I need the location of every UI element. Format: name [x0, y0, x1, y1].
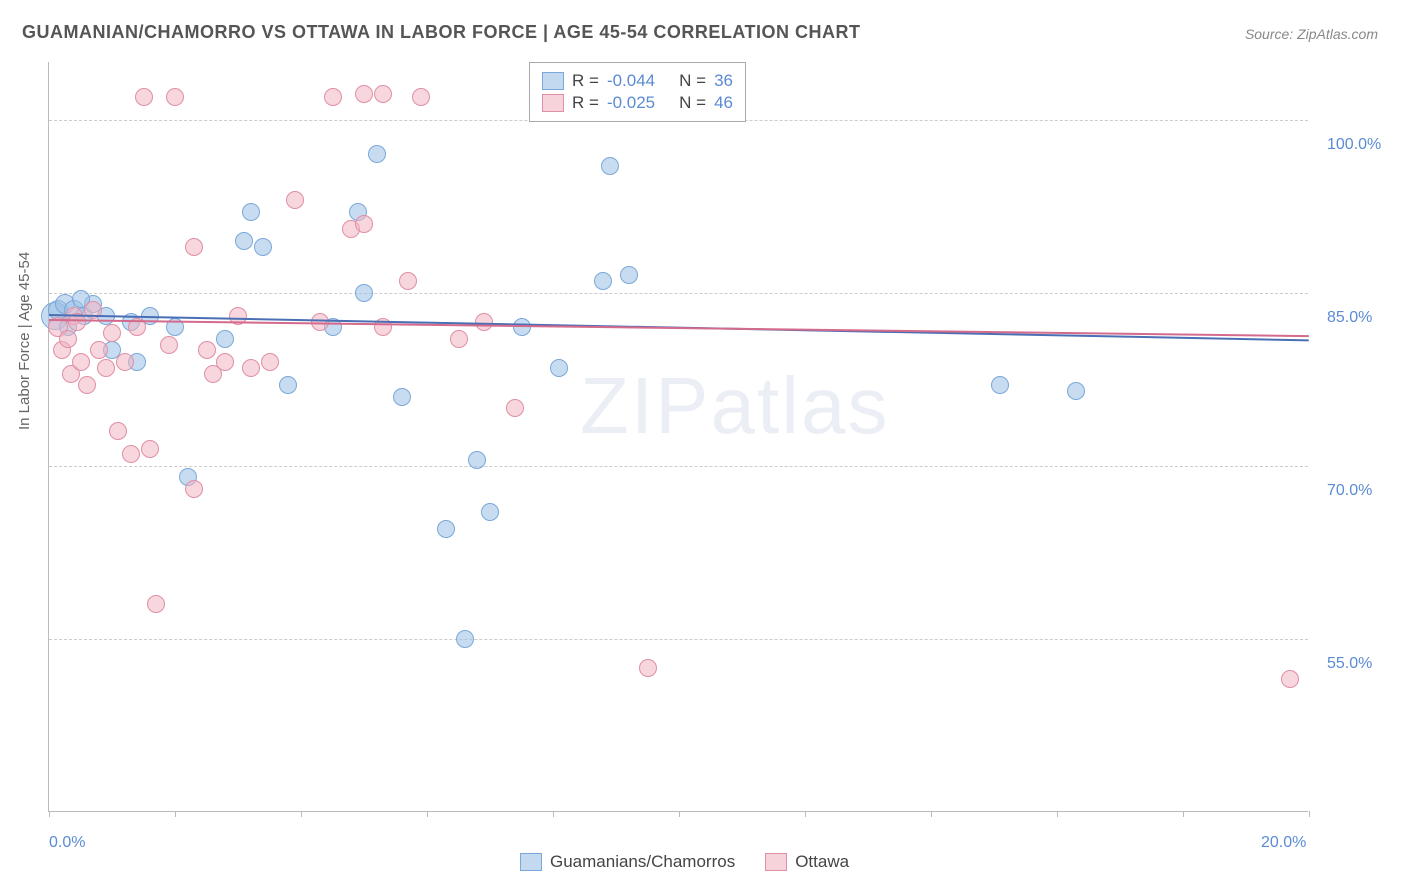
- scatter-point: [475, 313, 493, 331]
- xtick: [301, 811, 302, 817]
- n-label: N =: [679, 71, 706, 91]
- xtick: [427, 811, 428, 817]
- legend-swatch: [542, 72, 564, 90]
- legend-item: Guamanians/Chamorros: [520, 852, 735, 872]
- scatter-point: [991, 376, 1009, 394]
- scatter-point: [242, 359, 260, 377]
- scatter-point: [160, 336, 178, 354]
- r-label: R =: [572, 71, 599, 91]
- scatter-point: [601, 157, 619, 175]
- scatter-point: [324, 88, 342, 106]
- scatter-point: [399, 272, 417, 290]
- scatter-point: [141, 440, 159, 458]
- ytick-label: 85.0%: [1327, 309, 1372, 327]
- scatter-point: [198, 341, 216, 359]
- scatter-point: [97, 359, 115, 377]
- scatter-point: [147, 595, 165, 613]
- xtick-label: 0.0%: [49, 834, 85, 852]
- xtick: [175, 811, 176, 817]
- scatter-point: [456, 630, 474, 648]
- legend-bottom: Guamanians/Chamorros Ottawa: [520, 852, 849, 872]
- scatter-point: [90, 341, 108, 359]
- gridline: [49, 466, 1308, 467]
- legend-item: Ottawa: [765, 852, 849, 872]
- scatter-point: [450, 330, 468, 348]
- xtick: [1057, 811, 1058, 817]
- plot-area: 55.0%70.0%85.0%100.0%0.0%20.0%R =-0.044N…: [48, 62, 1308, 812]
- n-label: N =: [679, 93, 706, 113]
- ytick-label: 70.0%: [1327, 482, 1372, 500]
- legend-swatch: [542, 94, 564, 112]
- r-value: -0.025: [607, 93, 655, 113]
- scatter-point: [550, 359, 568, 377]
- xtick: [553, 811, 554, 817]
- scatter-point: [355, 284, 373, 302]
- scatter-point: [59, 330, 77, 348]
- legend-label: Guamanians/Chamorros: [550, 852, 735, 872]
- n-value: 36: [714, 71, 733, 91]
- scatter-point: [216, 330, 234, 348]
- scatter-point: [185, 238, 203, 256]
- scatter-point: [355, 215, 373, 233]
- legend-label: Ottawa: [795, 852, 849, 872]
- ytick-label: 100.0%: [1327, 136, 1381, 154]
- r-value: -0.044: [607, 71, 655, 91]
- scatter-point: [279, 376, 297, 394]
- scatter-point: [109, 422, 127, 440]
- scatter-point: [506, 399, 524, 417]
- xtick-label: 20.0%: [1261, 834, 1306, 852]
- xtick: [1309, 811, 1310, 817]
- scatter-point: [254, 238, 272, 256]
- gridline: [49, 293, 1308, 294]
- xtick: [931, 811, 932, 817]
- r-label: R =: [572, 93, 599, 113]
- xtick: [1183, 811, 1184, 817]
- scatter-point: [481, 503, 499, 521]
- n-value: 46: [714, 93, 733, 113]
- scatter-point: [135, 88, 153, 106]
- xtick: [679, 811, 680, 817]
- legend-swatch: [520, 853, 542, 871]
- scatter-point: [639, 659, 657, 677]
- gridline: [49, 639, 1308, 640]
- scatter-point: [412, 88, 430, 106]
- chart-title: GUAMANIAN/CHAMORRO VS OTTAWA IN LABOR FO…: [22, 22, 861, 43]
- scatter-point: [468, 451, 486, 469]
- xtick: [805, 811, 806, 817]
- scatter-point: [242, 203, 260, 221]
- scatter-point: [374, 85, 392, 103]
- scatter-point: [1281, 670, 1299, 688]
- ytick-label: 55.0%: [1327, 655, 1372, 673]
- xtick: [49, 811, 50, 817]
- scatter-point: [355, 85, 373, 103]
- scatter-point: [261, 353, 279, 371]
- source-label: Source: ZipAtlas.com: [1245, 26, 1378, 42]
- trend-line: [49, 319, 1309, 337]
- scatter-point: [393, 388, 411, 406]
- scatter-point: [620, 266, 638, 284]
- scatter-point: [513, 318, 531, 336]
- scatter-point: [116, 353, 134, 371]
- legend-swatch: [765, 853, 787, 871]
- scatter-point: [122, 445, 140, 463]
- scatter-point: [235, 232, 253, 250]
- scatter-point: [185, 480, 203, 498]
- scatter-point: [78, 376, 96, 394]
- scatter-point: [286, 191, 304, 209]
- scatter-point: [103, 324, 121, 342]
- yaxis-title: In Labor Force | Age 45-54: [16, 252, 33, 430]
- scatter-point: [216, 353, 234, 371]
- scatter-point: [368, 145, 386, 163]
- scatter-point: [72, 353, 90, 371]
- scatter-point: [166, 88, 184, 106]
- scatter-point: [594, 272, 612, 290]
- scatter-point: [1067, 382, 1085, 400]
- scatter-point: [437, 520, 455, 538]
- legend-correlation: R = -0.044 N = 36 R = -0.025 N = 46: [529, 62, 746, 122]
